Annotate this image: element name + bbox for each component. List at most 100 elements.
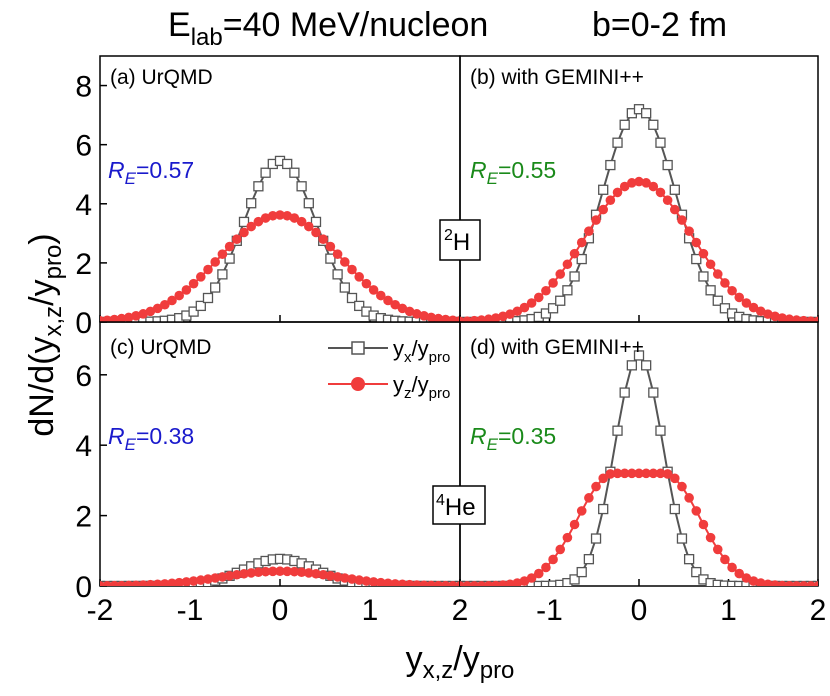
point-yx-d (641, 360, 652, 371)
point-yz-b (512, 306, 523, 317)
x-tick-label-c: 0 (272, 594, 289, 627)
point-yx-a (210, 282, 221, 293)
point-yz-c (174, 577, 184, 586)
point-yz-b (720, 278, 730, 288)
legend-label-yx: yx/ypro (393, 336, 450, 366)
point-yz-c (289, 566, 300, 577)
point-yz-c (224, 570, 235, 581)
point-yx-a (238, 216, 250, 228)
point-yx-b (669, 184, 680, 195)
series-line-d-yz (460, 472, 818, 586)
point-yx-b (612, 137, 623, 148)
x-tick-label-d: 2 (810, 594, 827, 627)
point-yz-a (412, 309, 422, 319)
point-yz-d (505, 579, 515, 586)
x-tick-label-c: 1 (362, 594, 379, 627)
point-yz-b (798, 315, 809, 322)
point-yz-c (239, 568, 249, 579)
point-yz-d (763, 579, 773, 586)
point-yz-a (311, 227, 321, 238)
point-yz-d (569, 519, 580, 530)
panel-d: -1 0 1 2 (459, 321, 827, 627)
point-yz-d (519, 576, 530, 586)
point-yz-c (347, 574, 357, 584)
point-yx-d (633, 350, 645, 361)
point-yz-a (203, 264, 213, 275)
point-yz-d (734, 568, 745, 579)
point-yx-a (296, 181, 307, 192)
point-yz-d (562, 532, 573, 543)
point-yz-c (304, 568, 314, 578)
point-yz-d (627, 468, 637, 479)
point-yz-c (455, 581, 460, 586)
point-yx-a (325, 253, 336, 264)
point-yz-b (662, 195, 673, 206)
x-axis-label: yx,z/ypro (406, 640, 515, 684)
point-yz-c (311, 568, 321, 579)
point-yz-d (541, 562, 551, 573)
point-yx-b (691, 253, 702, 265)
point-yx-b (605, 159, 616, 171)
point-yz-d (526, 573, 537, 583)
point-yx-a (260, 167, 271, 178)
panel-c: 0 2 4 6 -2 -1 0 1 2 (75, 321, 469, 627)
y-axis-label: dN/d(yx,z/ypro) (23, 233, 67, 436)
point-yz-a (160, 299, 170, 310)
x-tick-label-c: 2 (452, 594, 469, 627)
point-yz-a (397, 303, 408, 314)
point-yz-d (512, 578, 523, 586)
point-yz-c (181, 577, 192, 586)
point-yz-d (619, 468, 630, 479)
point-yz-b (619, 181, 630, 192)
point-yz-d (677, 481, 687, 492)
point-yz-c (167, 578, 177, 586)
point-yz-d (670, 473, 680, 484)
point-yz-d (598, 473, 608, 484)
point-yz-d (462, 581, 472, 586)
point-yx-b (662, 159, 673, 171)
point-yz-a (282, 210, 293, 221)
point-yz-c (440, 580, 451, 586)
point-yz-a (145, 306, 156, 317)
nucleus-box-4he: 4He (432, 485, 486, 525)
point-yz-d (684, 493, 694, 503)
nucleus-label-4he: 4He (436, 492, 476, 521)
point-yx-a (310, 216, 322, 228)
point-yz-a (340, 257, 350, 267)
panel-a: 0 2 4 6 8 (75, 55, 461, 340)
point-yz-b (598, 204, 608, 215)
panel-frame-d (459, 321, 819, 587)
y-tick-label-a: 0 (75, 307, 92, 340)
chart-title-left: Elab=40 MeV/nucleon (168, 6, 488, 51)
point-yx-b (648, 119, 659, 130)
point-yx-b (705, 285, 716, 296)
point-yz-d (655, 468, 666, 479)
point-yz-d (705, 532, 716, 543)
panel-label-b: (b) with GEMINI++ (470, 66, 644, 89)
point-yz-c (160, 579, 170, 586)
y-tick-label-c: 0 (75, 571, 92, 604)
point-yx-a (332, 269, 343, 280)
point-yz-c (296, 567, 307, 577)
point-yx-d (612, 425, 623, 436)
point-yz-d (741, 573, 752, 583)
point-yz-d (576, 506, 587, 516)
point-yz-a (152, 303, 163, 314)
series-line-a-yx (100, 159, 460, 322)
point-yz-c (138, 580, 148, 586)
point-yx-d (590, 533, 602, 544)
nucleus-box-4he-frame (432, 485, 486, 525)
point-yz-c (412, 580, 422, 586)
series-line-b-yx (460, 108, 818, 322)
point-yz-d (777, 580, 787, 586)
point-yz-c (332, 572, 343, 582)
point-yz-a (426, 312, 436, 322)
point-yz-a (174, 290, 184, 301)
point-yz-a (455, 315, 460, 322)
y-tick-label-a: 6 (75, 130, 92, 163)
point-yz-c (102, 581, 112, 586)
point-yz-c (376, 577, 386, 586)
point-yz-a (361, 278, 372, 289)
point-yz-a (275, 210, 285, 220)
point-yx-b (712, 295, 723, 306)
